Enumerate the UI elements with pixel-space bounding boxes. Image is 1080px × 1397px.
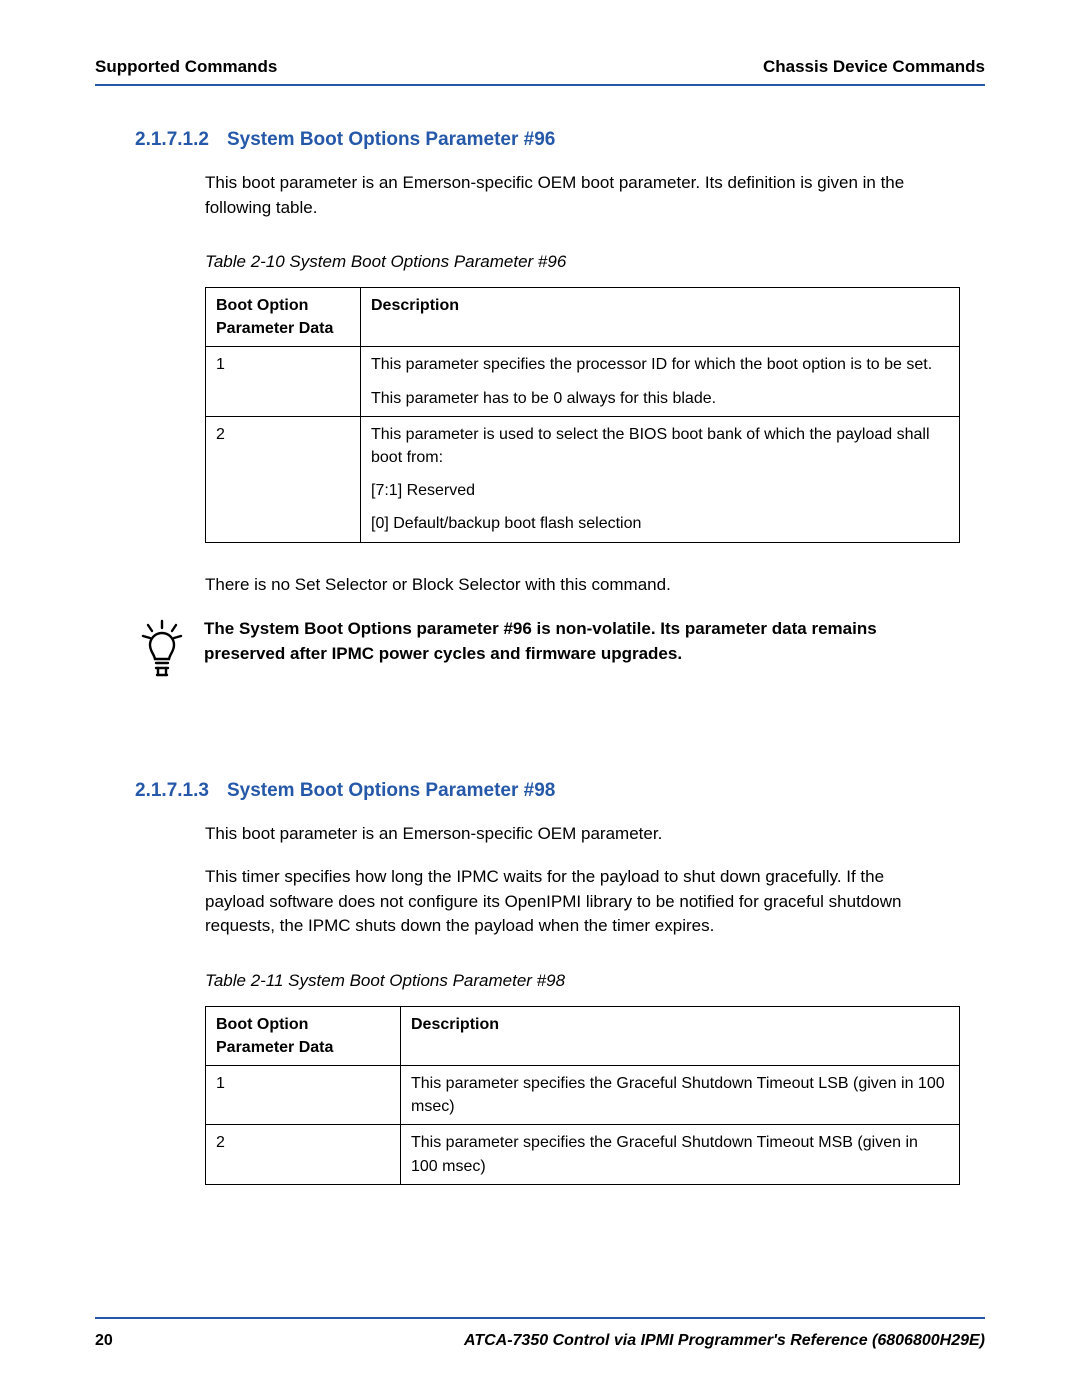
page-footer: 20 ATCA-7350 Control via IPMI Programmer… [95, 1317, 985, 1352]
header-rule [95, 84, 985, 86]
section-title: System Boot Options Parameter #98 [227, 777, 555, 805]
table-2-10-caption: Table 2-10 System Boot Options Parameter… [205, 250, 985, 275]
table-cell: This parameter specifies the Graceful Sh… [401, 1125, 960, 1184]
table-cell: This parameter specifies the Graceful Sh… [401, 1066, 960, 1125]
cell-line: [0] Default/backup boot flash selection [371, 512, 949, 535]
section2-intro1: This boot parameter is an Emerson-specif… [205, 822, 945, 847]
table-header-col1: Boot Option Parameter Data [206, 288, 361, 347]
tip-note: The System Boot Options parameter #96 is… [140, 617, 945, 687]
table-row: 1 This parameter specifies the processor… [206, 347, 960, 416]
table-header-col2: Description [361, 288, 960, 347]
table-header-col1: Boot Option Parameter Data [206, 1006, 401, 1065]
table-cell: 2 [206, 416, 361, 542]
footer-doc-title: ATCA-7350 Control via IPMI Programmer's … [464, 1329, 985, 1352]
table-row: 2 This parameter specifies the Graceful … [206, 1125, 960, 1184]
table-header-col2: Description [401, 1006, 960, 1065]
cell-line: This parameter is used to select the BIO… [371, 423, 949, 469]
table-cell: 1 [206, 347, 361, 416]
section-title: System Boot Options Parameter #96 [227, 126, 555, 154]
table-cell: This parameter specifies the processor I… [361, 347, 960, 416]
lightbulb-icon [140, 617, 184, 687]
section-number: 2.1.7.1.2 [135, 126, 209, 154]
table-row: 2 This parameter is used to select the B… [206, 416, 960, 542]
table-cell: 1 [206, 1066, 401, 1125]
section1-after-text: There is no Set Selector or Block Select… [205, 573, 945, 598]
table-cell: This parameter is used to select the BIO… [361, 416, 960, 542]
section-number: 2.1.7.1.3 [135, 777, 209, 805]
header-right: Chassis Device Commands [763, 55, 985, 80]
cell-line: This parameter specifies the processor I… [371, 353, 949, 376]
table-2-11-caption: Table 2-11 System Boot Options Parameter… [205, 969, 985, 994]
page-number: 20 [95, 1329, 113, 1352]
section-heading-98: 2.1.7.1.3 System Boot Options Parameter … [135, 777, 985, 805]
table-2-10: Boot Option Parameter Data Description 1… [205, 287, 960, 543]
tip-text: The System Boot Options parameter #96 is… [204, 617, 945, 666]
table-cell: 2 [206, 1125, 401, 1184]
cell-line: This parameter has to be 0 always for th… [371, 387, 949, 410]
table-2-11: Boot Option Parameter Data Description 1… [205, 1006, 960, 1185]
header-left: Supported Commands [95, 55, 277, 80]
table-row: 1 This parameter specifies the Graceful … [206, 1066, 960, 1125]
section-heading-96: 2.1.7.1.2 System Boot Options Parameter … [135, 126, 985, 154]
cell-line: [7:1] Reserved [371, 479, 949, 502]
section1-intro: This boot parameter is an Emerson-specif… [205, 171, 945, 220]
section2-intro2: This timer specifies how long the IPMC w… [205, 865, 945, 939]
